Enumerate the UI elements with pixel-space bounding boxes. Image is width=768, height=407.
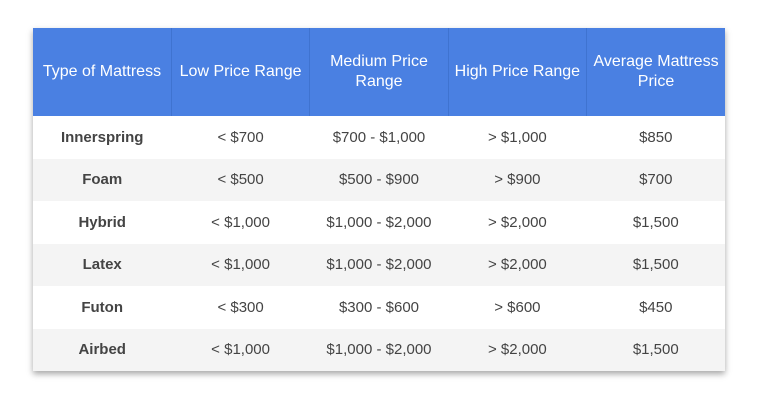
cell-type: Hybrid [78,213,126,231]
cell-type: Latex [33,243,172,286]
cell-average: $1,500 [586,328,725,371]
cell-medium: $700 - $1,000 [332,128,426,146]
cell-low: < $300 [217,298,264,316]
header-high: High Price Range [448,28,588,116]
cell-high: > $900 [448,158,587,201]
cell-type: Innerspring [60,128,144,146]
cell-average: $850 [639,128,673,146]
cell-average: $1,500 [586,243,725,286]
table-row: Hybrid < $1,000 $1,000 - $2,000 > $2,000 $1,… [33,201,725,244]
cell-low: < $700 [217,128,264,146]
header-average: Average Mattress Price [586,28,725,116]
table-row: Futon < $300 $300 - $600 > $600 $450 [33,286,725,329]
cell-average: $450 [639,298,673,316]
cell-high: > $2,000 [487,213,547,231]
cell-type: Futon [81,298,124,316]
header-type: Type of Mattress [33,28,172,116]
cell-average: $1,500 [632,213,679,231]
header-row: Type of Mattress Low Price Range Medium … [33,28,725,116]
header-medium: Medium Price Range [309,28,449,116]
cell-medium: $500 - $900 [309,158,449,201]
cell-low: < $1,000 [211,213,270,231]
cell-low: < $1,000 [171,328,310,371]
cell-high: > $2,000 [448,328,587,371]
cell-medium: $1,000 - $2,000 [309,243,449,286]
cell-medium: $1,000 - $2,000 [326,213,432,231]
cell-low: < $1,000 [171,243,310,286]
table-row: Innerspring < $700 $700 - $1,000 > $1,000 $8… [33,116,725,159]
table-row: Latex < $1,000 $1,000 - $2,000 > $2,000 $1,5… [33,243,725,286]
mattress-price-table-card: Type of Mattress Low Price Range Medium … [33,28,725,371]
cell-average: $700 [586,158,725,201]
table-row: Airbed < $1,000 $1,000 - $2,000 > $2,000 $1,… [33,328,725,371]
cell-type: Airbed [33,328,172,371]
header-low: Low Price Range [171,28,311,116]
cell-high: > $1,000 [487,128,547,146]
table-row: Foam < $500 $500 - $900 > $900 $700 [33,158,725,201]
cell-medium: $1,000 - $2,000 [309,328,449,371]
cell-high: > $600 [494,298,541,316]
cell-low: < $500 [171,158,310,201]
cell-type: Foam [33,158,172,201]
mattress-price-table: Type of Mattress Low Price Range Medium … [33,28,725,371]
cell-high: > $2,000 [448,243,587,286]
cell-medium: $300 - $600 [338,298,420,316]
